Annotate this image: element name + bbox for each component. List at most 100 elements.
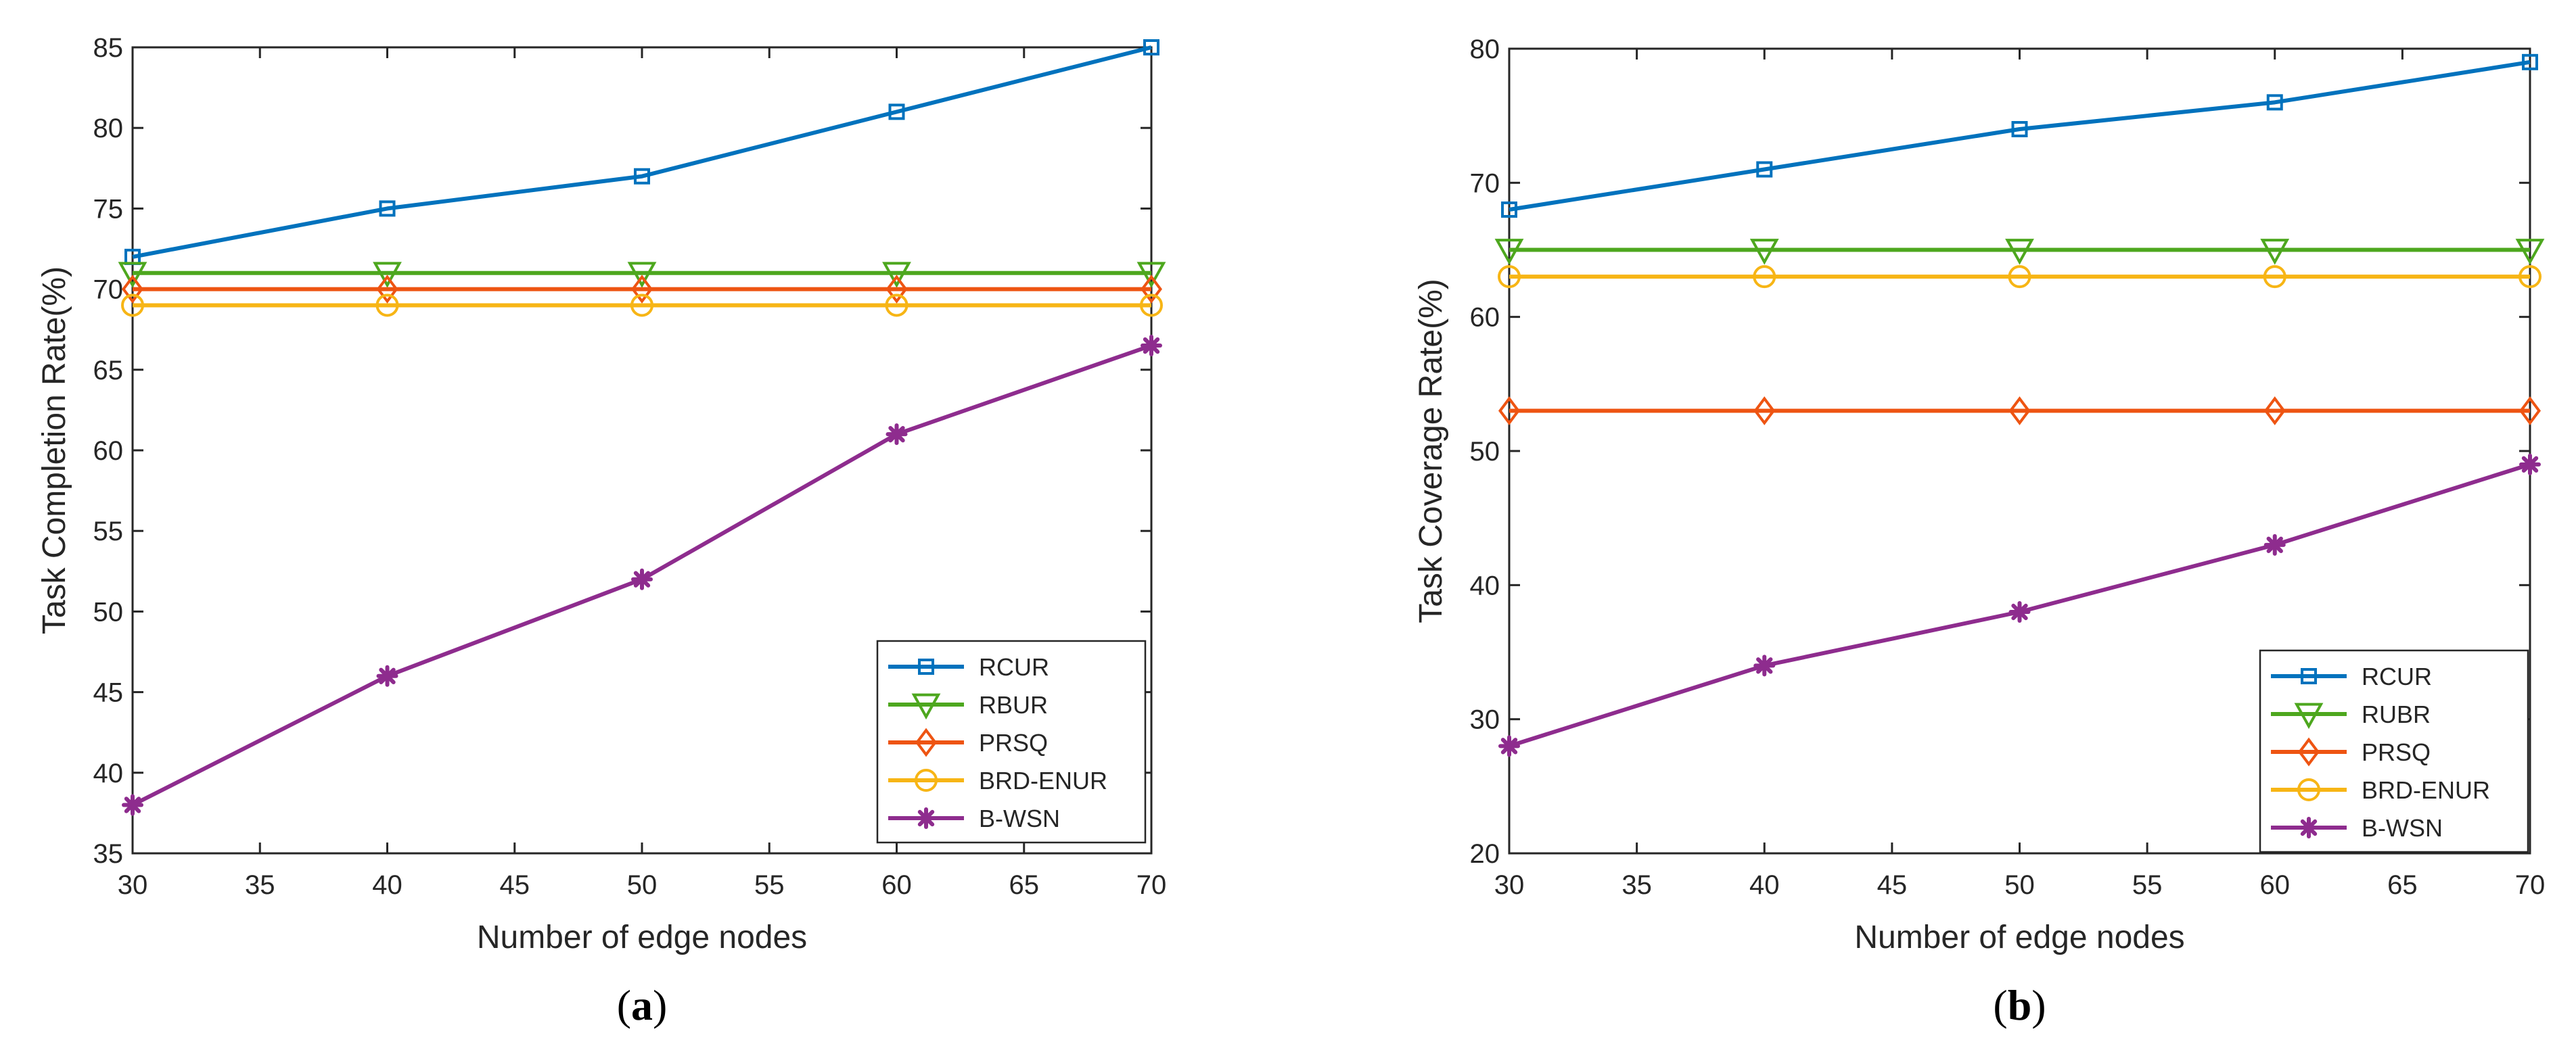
data-point — [121, 293, 144, 317]
data-point — [1143, 39, 1159, 55]
legend-label: PRSQ — [2362, 738, 2431, 766]
series-rubr — [1494, 239, 2545, 265]
x-tick-label: 40 — [1749, 870, 1780, 900]
data-point — [1501, 201, 1517, 218]
data-point — [376, 275, 398, 304]
x-tick-label: 65 — [2387, 870, 2418, 900]
legend-swatch-marker — [915, 769, 938, 792]
series-b-wsn — [1498, 453, 2541, 757]
legend: RCUR RBUR PRSQ BRD-ENUR B-WSN — [876, 640, 1147, 844]
legend-item-brd-enur: BRD-ENUR — [888, 767, 1107, 794]
data-point — [634, 168, 650, 185]
data-point — [885, 293, 908, 317]
x-axis-label: Number of edge nodes — [1854, 920, 2184, 955]
data-point — [2260, 239, 2290, 265]
data-point — [631, 568, 653, 590]
data-point — [2263, 533, 2286, 556]
x-tick-label: 70 — [2515, 870, 2546, 900]
legend-label: RCUR — [2362, 663, 2432, 690]
x-tick-label: 30 — [1494, 870, 1525, 900]
x-tick-label: 35 — [1622, 870, 1652, 900]
x-tick-label: 50 — [2004, 870, 2035, 900]
data-point — [2008, 396, 2031, 425]
x-tick-label: 35 — [245, 870, 275, 900]
legend-item-rcur: RCUR — [2271, 663, 2432, 690]
y-tick-label: 60 — [1470, 303, 1500, 333]
data-point — [2008, 265, 2031, 289]
data-point — [122, 275, 143, 304]
legend-swatch-marker — [2298, 817, 2320, 838]
y-tick-label: 45 — [93, 678, 124, 708]
data-point — [1498, 735, 1520, 757]
y-tick-label: 35 — [93, 839, 124, 869]
y-tick-label: 80 — [93, 114, 124, 143]
data-point — [627, 262, 657, 288]
y-tick-label: 80 — [1470, 34, 1500, 64]
legend-swatch-marker — [2294, 703, 2324, 730]
series-prsq — [1498, 396, 2541, 425]
series-line — [1509, 60, 2531, 212]
data-point — [2005, 239, 2034, 265]
legend-item-rcur: RCUR — [888, 653, 1049, 681]
legend-item-rbur: RBUR — [888, 691, 1048, 720]
legend-swatch-marker — [915, 807, 937, 829]
data-point — [1498, 265, 1521, 289]
data-point — [631, 275, 653, 304]
legend-label: RUBR — [2362, 701, 2431, 728]
y-tick-label: 50 — [93, 597, 124, 627]
y-tick-label: 50 — [1470, 437, 1500, 467]
x-tick-label: 45 — [1877, 870, 1908, 900]
data-point — [1753, 655, 1776, 677]
y-axis-label: Task Completion Rate(%) — [37, 266, 72, 634]
data-point — [2263, 265, 2286, 289]
data-point — [886, 275, 908, 304]
legend-swatch-marker — [911, 693, 941, 720]
legend-swatch-marker — [2301, 668, 2317, 684]
x-tick-label: 70 — [1136, 870, 1167, 900]
x-tick-label: 40 — [372, 870, 402, 900]
data-point — [2515, 239, 2545, 265]
x-tick-label: 45 — [500, 870, 530, 900]
data-point — [375, 293, 399, 317]
y-tick-label: 65 — [93, 356, 124, 385]
legend-swatch-marker — [2298, 737, 2320, 767]
data-point — [1753, 396, 1776, 425]
y-tick-label: 30 — [1470, 705, 1500, 735]
legend-label: BRD-ENUR — [2362, 776, 2490, 804]
data-point — [2519, 453, 2541, 475]
x-tick-label: 60 — [2260, 870, 2291, 900]
y-tick-label: 85 — [93, 33, 124, 63]
legend-label: B-WSN — [979, 805, 1060, 832]
data-point — [888, 103, 905, 120]
data-point — [1756, 161, 1773, 178]
legend-label: B-WSN — [2362, 814, 2443, 842]
data-point — [1136, 262, 1166, 288]
data-point — [1141, 335, 1162, 357]
x-axis-label: Number of edge nodes — [477, 920, 807, 955]
data-point — [2263, 396, 2286, 425]
y-tick-label: 60 — [93, 436, 124, 466]
series-prsq — [122, 275, 1162, 304]
data-point — [1141, 275, 1162, 304]
series-brd-enur — [121, 293, 1163, 317]
data-point — [118, 262, 147, 288]
legend-swatch-marker — [918, 659, 934, 675]
data-point — [1494, 239, 1524, 265]
legend-item-b-wsn: B-WSN — [888, 805, 1060, 832]
data-point — [2518, 265, 2542, 289]
x-tick-label: 30 — [118, 870, 148, 900]
y-tick-label: 40 — [93, 759, 124, 788]
legend-label: RCUR — [979, 653, 1049, 681]
x-tick-label: 55 — [754, 870, 785, 900]
panel-label: (b) — [1993, 981, 2046, 1029]
data-point — [376, 665, 398, 687]
data-point — [630, 293, 653, 317]
data-point — [373, 262, 402, 288]
legend-item-rubr: RUBR — [2271, 701, 2431, 730]
legend-item-b-wsn: B-WSN — [2271, 814, 2443, 842]
y-tick-label: 55 — [93, 517, 124, 546]
y-tick-label: 75 — [93, 194, 124, 224]
y-tick-label: 40 — [1470, 571, 1500, 600]
